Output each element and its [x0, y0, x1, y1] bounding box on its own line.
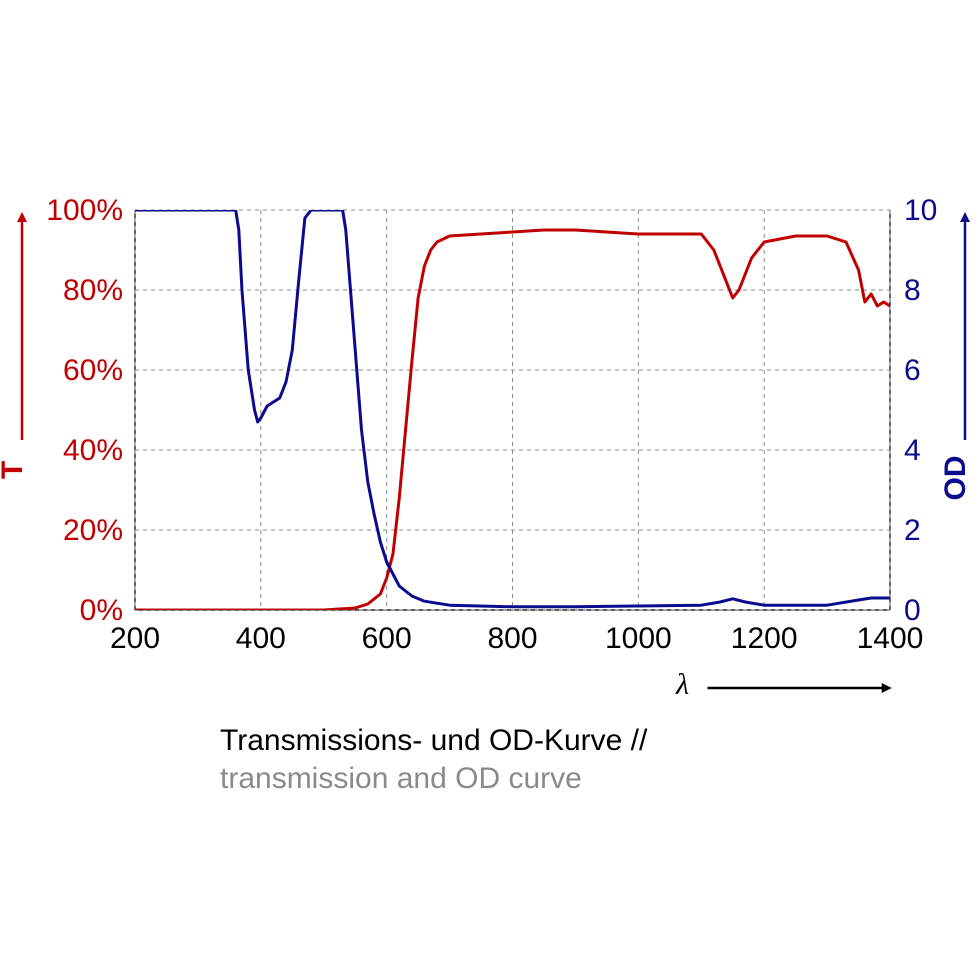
y-right-tick-label: 6	[904, 354, 921, 387]
y-left-tick-label: 0%	[80, 594, 123, 627]
y-left-tick-label: 60%	[63, 354, 123, 387]
y-left-tick-label: 40%	[63, 434, 123, 467]
y-right-tick-label: 2	[904, 514, 921, 547]
y-right-tick-label: 0	[904, 594, 921, 627]
x-tick-label: 1000	[605, 622, 672, 655]
transmission-od-chart: 2004006008001000120014000%20%40%60%80%10…	[0, 0, 980, 980]
x-axis-lambda-label: λ	[675, 668, 689, 701]
x-tick-label: 800	[487, 622, 537, 655]
y-right-tick-label: 10	[904, 194, 937, 227]
y-right-axis-title: OD	[939, 456, 972, 501]
y-right-tick-label: 4	[904, 434, 921, 467]
y-left-tick-label: 100%	[46, 194, 123, 227]
y-left-axis-title: T	[0, 461, 29, 479]
y-left-tick-label: 80%	[63, 274, 123, 307]
caption-en: transmission and OD curve	[220, 762, 582, 795]
y-right-tick-label: 8	[904, 274, 921, 307]
x-tick-label: 1200	[731, 622, 798, 655]
y-left-tick-label: 20%	[63, 514, 123, 547]
x-tick-label: 400	[236, 622, 286, 655]
x-tick-label: 600	[362, 622, 412, 655]
caption-de: Transmissions- und OD-Kurve //	[220, 724, 648, 757]
